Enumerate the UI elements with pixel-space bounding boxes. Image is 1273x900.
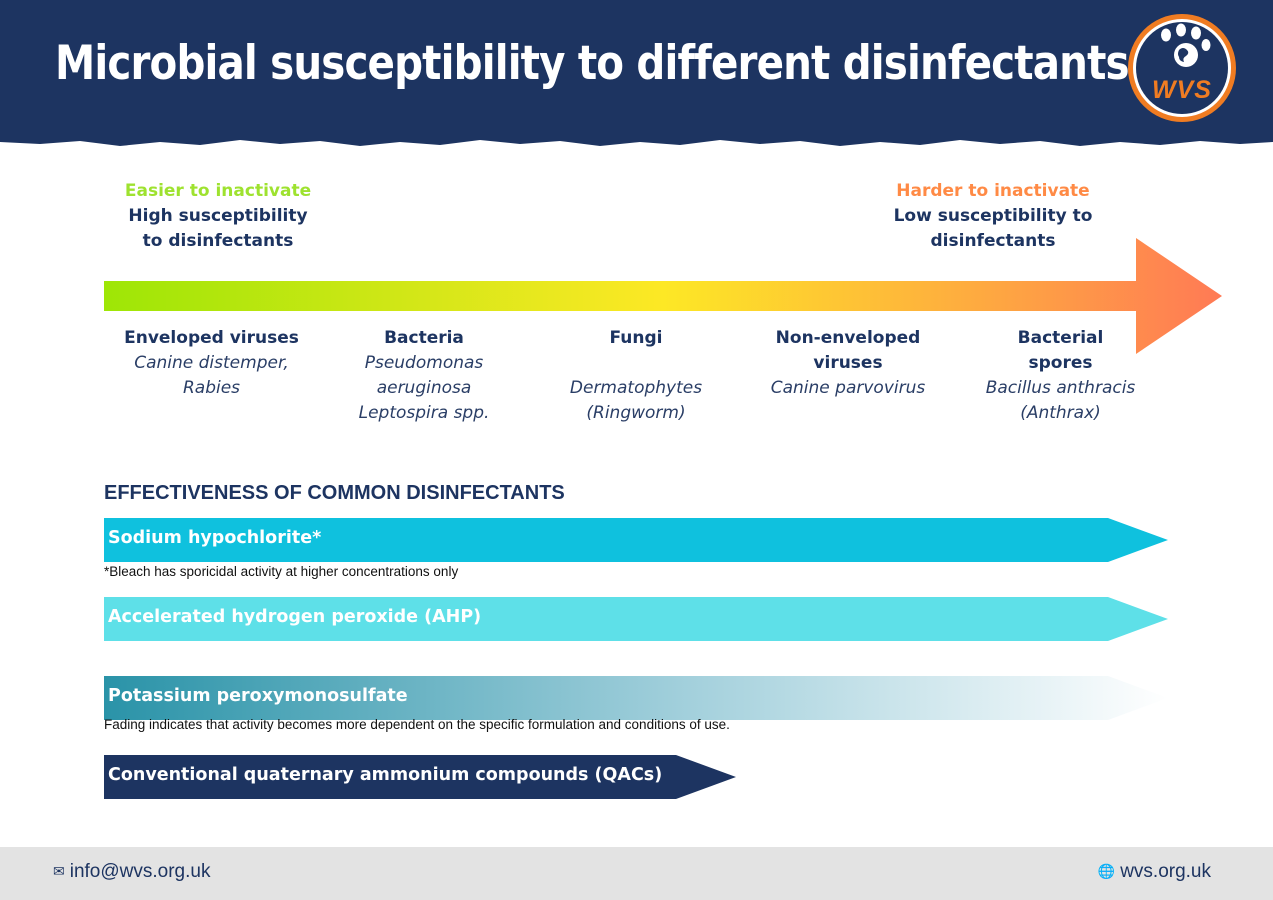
organism-example: Pseudomonas <box>364 353 484 373</box>
organism-example: Rabies <box>182 378 241 398</box>
high-susceptibility-line1: High susceptibility <box>128 206 308 226</box>
bar-quaternary-ammonium: Conventional quaternary ammonium compoun… <box>104 755 738 799</box>
website-link[interactable]: wvs.org.uk <box>1120 861 1211 882</box>
bar-arrow-shape <box>104 518 1168 562</box>
header-banner: Microbial susceptibility to different di… <box>0 0 1273 150</box>
harder-label-block: Harder to inactivate Low susceptibility … <box>880 179 1106 254</box>
bar-label: Potassium peroxymonosulfate <box>108 686 408 706</box>
organism-name: Bacteria <box>384 328 464 348</box>
footer: ✉ info@wvs.org.uk 🌐 wvs.org.uk <box>0 847 1273 900</box>
organism-example: Canine distemper, <box>134 353 289 373</box>
easier-label-block: Easier to inactivate High susceptibility… <box>104 179 332 254</box>
fading-footnote: Fading indicates that activity becomes m… <box>104 717 730 732</box>
organism-bacteria: Bacteria Pseudomonas aeruginosa Leptospi… <box>334 326 514 426</box>
organism-example: (Ringworm) <box>586 403 686 423</box>
page-title: Microbial susceptibility to different di… <box>55 36 1130 91</box>
harder-tag: Harder to inactivate <box>896 181 1090 201</box>
envelope-icon: ✉ <box>53 863 65 879</box>
high-susceptibility-line2: to disinfectants <box>142 231 294 251</box>
bleach-footnote: *Bleach has sporicidal activity at highe… <box>104 564 459 579</box>
bar-arrow-shape <box>104 597 1168 641</box>
organism-example: aeruginosa <box>376 378 472 398</box>
bar-label: Sodium hypochlorite* <box>108 528 322 548</box>
bar-accelerated-hydrogen-peroxide: Accelerated hydrogen peroxide (AHP) <box>104 597 1170 641</box>
header-background <box>0 0 1273 146</box>
organism-example: (Anthrax) <box>1020 403 1101 423</box>
low-susceptibility-line2: disinfectants <box>930 231 1056 251</box>
footer-email[interactable]: ✉ info@wvs.org.uk <box>53 861 210 883</box>
low-susceptibility-line1: Low susceptibility to <box>893 206 1093 226</box>
logo-wordmark: WVS <box>1152 76 1212 104</box>
bar-potassium-peroxymonosulfate: Potassium peroxymonosulfate <box>104 676 1170 720</box>
globe-icon: 🌐 <box>1097 863 1116 879</box>
organism-enveloped-viruses: Enveloped viruses Canine distemper, Rabi… <box>104 326 319 401</box>
organism-example: Canine parvovirus <box>770 378 926 398</box>
effectiveness-title: EFFECTIVENESS OF COMMON DISINFECTANTS <box>104 482 565 504</box>
bar-sodium-hypochlorite: Sodium hypochlorite* <box>104 518 1170 562</box>
organism-name: Fungi <box>609 328 663 348</box>
paw-globe-icon <box>1128 14 1236 122</box>
organism-name: Bacterial <box>1017 328 1104 348</box>
susceptibility-gradient-arrow <box>104 238 1222 354</box>
easier-tag: Easier to inactivate <box>124 181 312 201</box>
email-link[interactable]: info@wvs.org.uk <box>69 861 211 882</box>
bar-label: Accelerated hydrogen peroxide (AHP) <box>108 607 482 627</box>
organism-example: Bacillus anthracis <box>985 378 1136 398</box>
footer-website[interactable]: 🌐 wvs.org.uk <box>1098 861 1211 883</box>
organism-fungi: Fungi . Dermatophytes (Ringworm) <box>546 326 726 426</box>
organism-name: viruses <box>813 353 883 373</box>
organism-name: Enveloped viruses <box>124 328 299 348</box>
wvs-logo: WVS <box>1126 12 1238 124</box>
organism-non-enveloped-viruses: Non-enveloped viruses Canine parvovirus <box>748 326 948 401</box>
organism-example: Dermatophytes <box>569 378 703 398</box>
organism-name: Non-enveloped <box>775 328 921 348</box>
organism-name: spores <box>1028 353 1093 373</box>
bar-arrow-shape <box>104 755 736 799</box>
bar-label: Conventional quaternary ammonium compoun… <box>108 765 663 785</box>
organism-bacterial-spores: Bacterial spores Bacillus anthracis (Ant… <box>968 326 1153 426</box>
organism-example: Leptospira spp. <box>358 403 490 423</box>
bar-arrow-shape <box>104 676 1168 720</box>
